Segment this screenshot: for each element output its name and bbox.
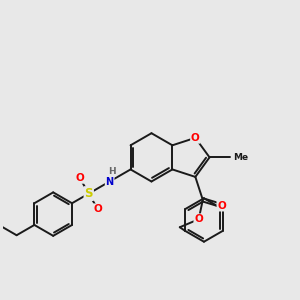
Text: H: H bbox=[108, 167, 116, 176]
Text: Me: Me bbox=[234, 153, 249, 162]
Text: O: O bbox=[93, 204, 102, 214]
Text: N: N bbox=[106, 176, 114, 187]
Text: O: O bbox=[194, 214, 203, 224]
Text: O: O bbox=[75, 173, 84, 183]
Text: O: O bbox=[218, 201, 226, 211]
Text: S: S bbox=[85, 187, 93, 200]
Text: O: O bbox=[191, 133, 200, 143]
